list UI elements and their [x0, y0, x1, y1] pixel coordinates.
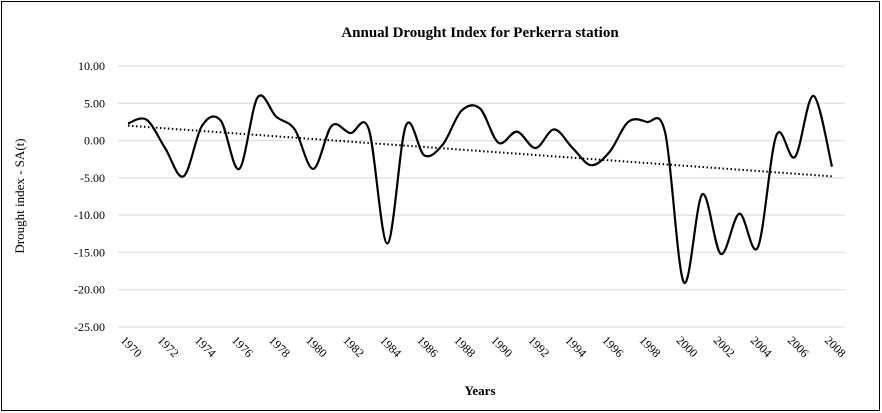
y-axis-title: Drought index - SA(t)	[12, 138, 27, 253]
y-tick-label: -10.00	[74, 208, 105, 222]
y-tick-label: -5.00	[80, 171, 105, 185]
y-tick-label: 0.00	[84, 134, 105, 148]
y-tick-label: 10.00	[78, 59, 105, 73]
y-tick-label: -15.00	[74, 245, 105, 259]
x-axis-title: Years	[464, 383, 495, 398]
y-tick-label: 5.00	[84, 96, 105, 110]
y-tick-label: -20.00	[74, 283, 105, 297]
chart-title: Annual Drought Index for Perkerra statio…	[341, 25, 619, 41]
y-tick-label: -25.00	[74, 320, 105, 334]
data-line	[127, 94, 834, 284]
trend-line	[127, 124, 833, 178]
